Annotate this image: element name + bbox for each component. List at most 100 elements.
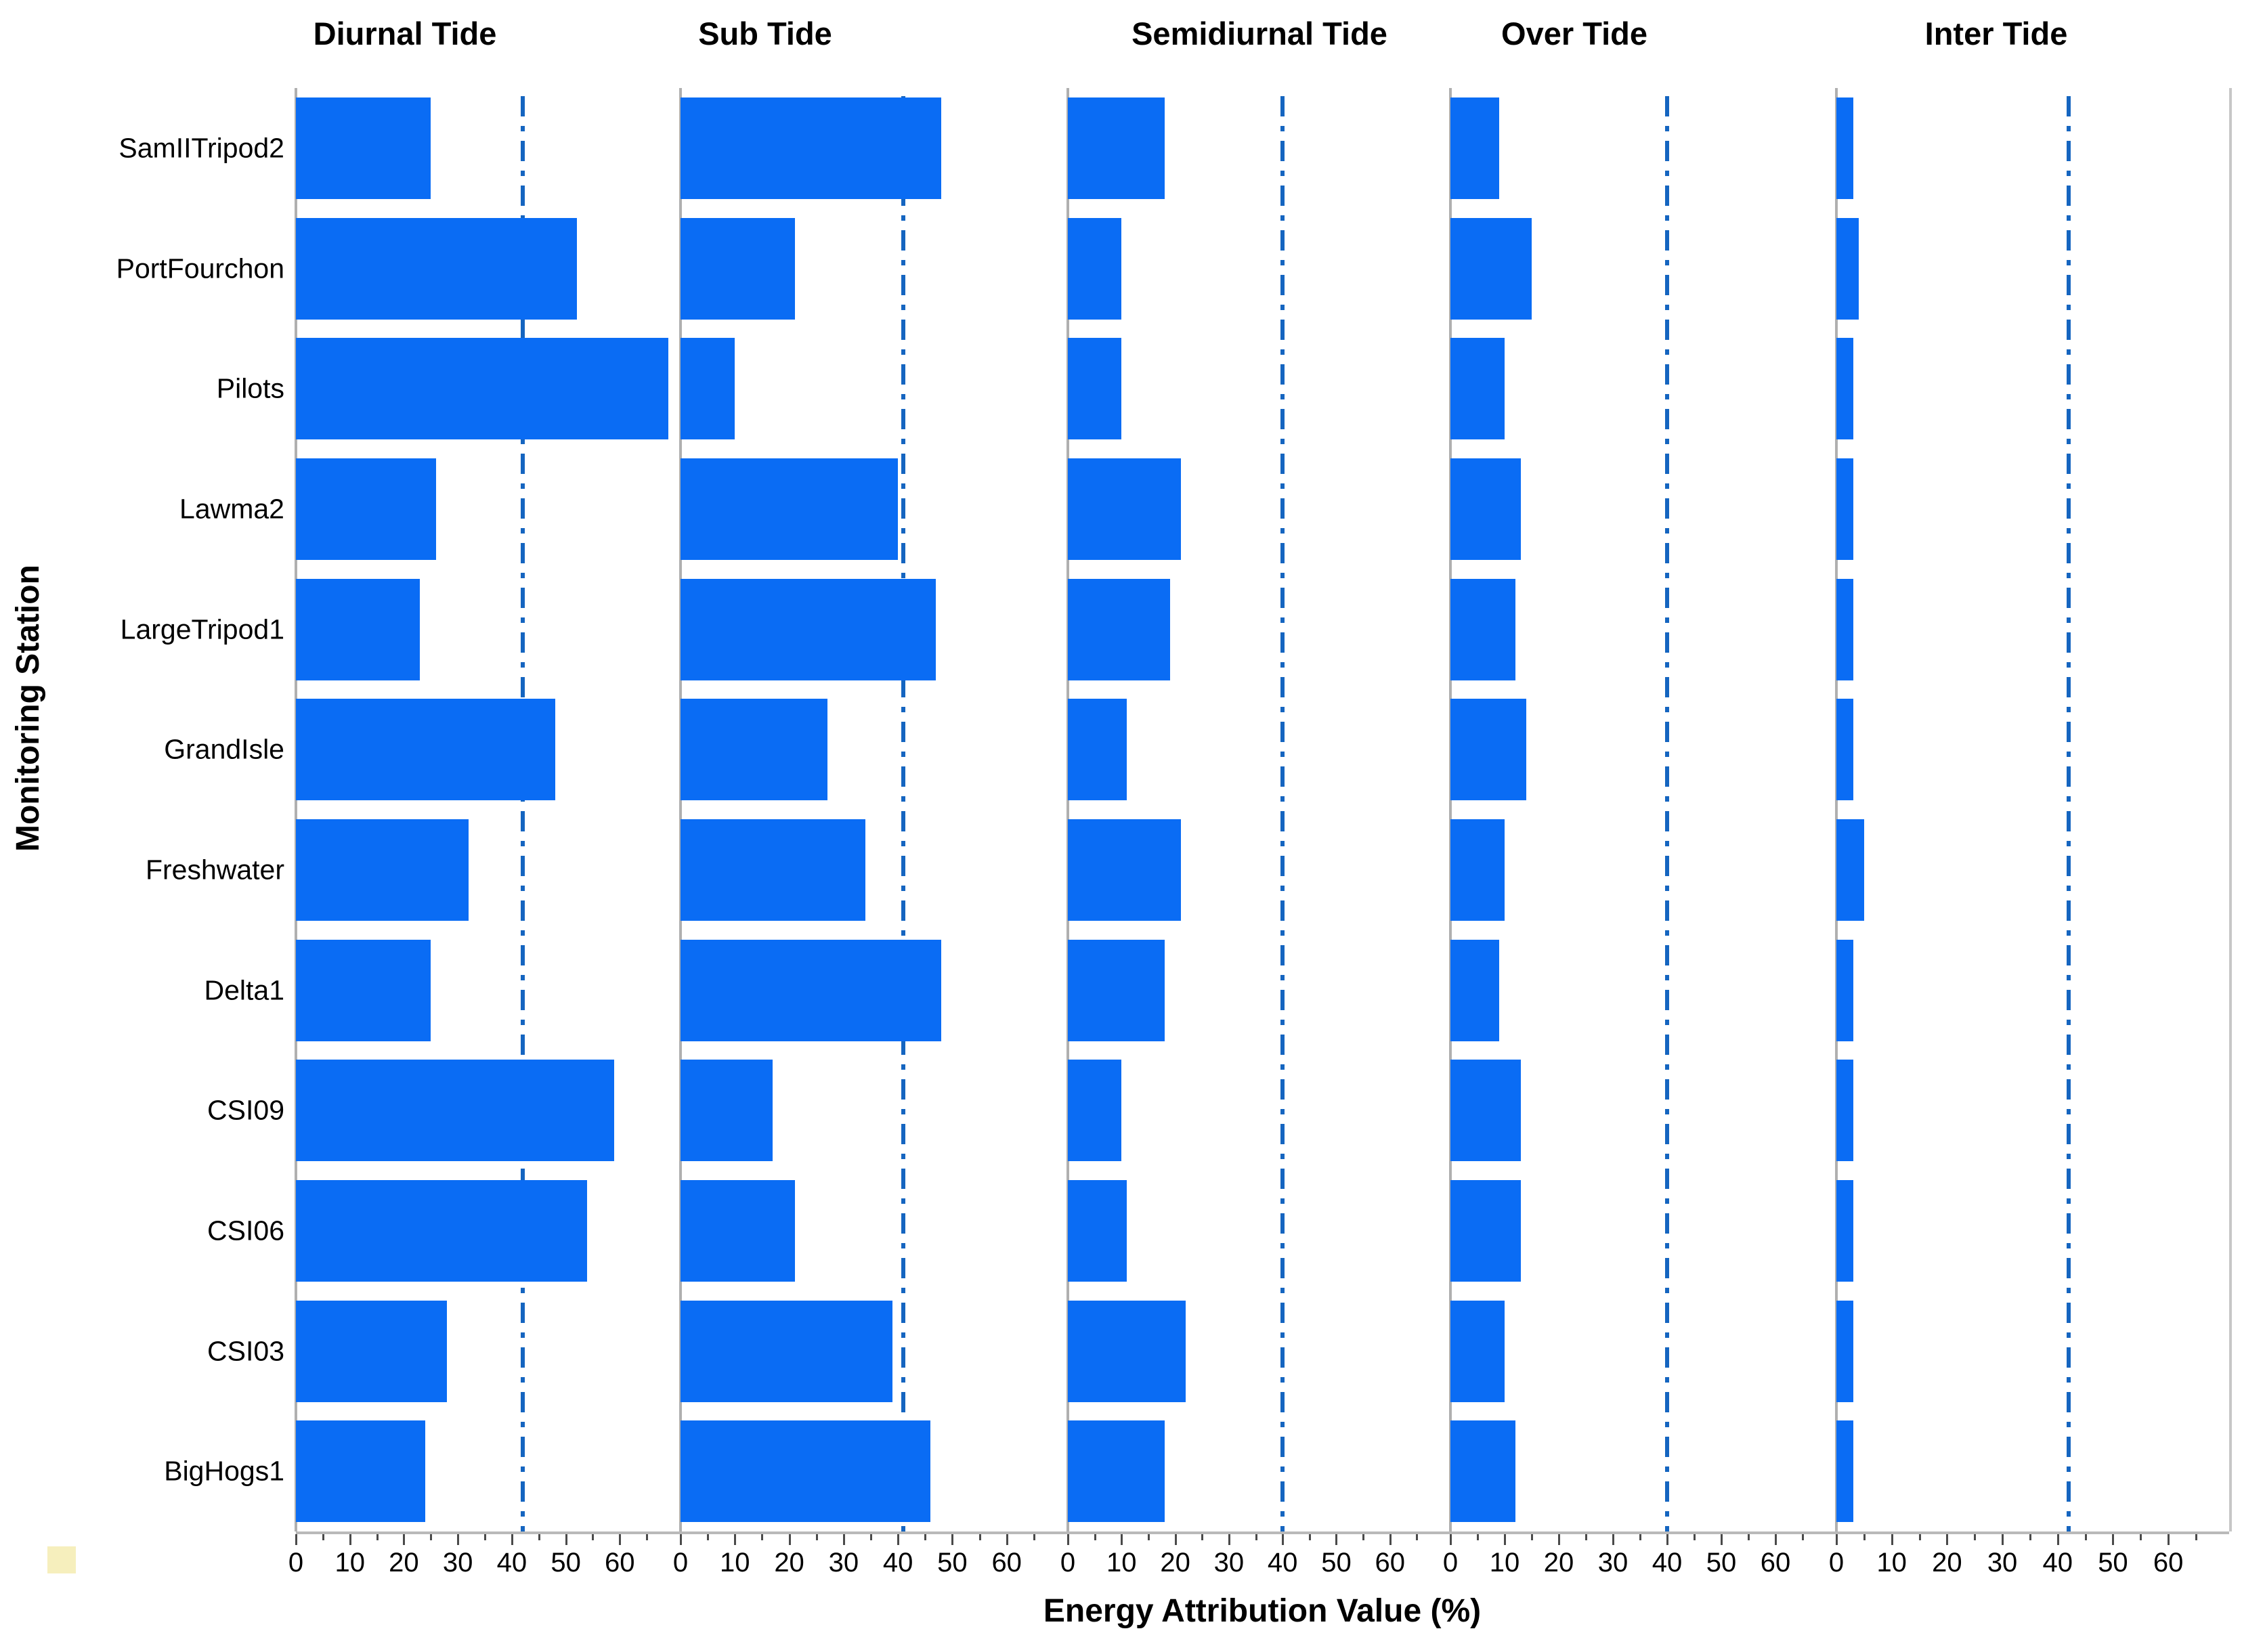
- minor-tick: [1863, 1534, 1866, 1540]
- x-tick-label: 0: [1442, 1548, 1459, 1578]
- bar: [1068, 97, 1165, 199]
- major-tick: [1891, 1534, 1893, 1545]
- x-tick-label: 10: [335, 1548, 365, 1578]
- x-tick-label: 40: [1267, 1548, 1298, 1578]
- bar: [296, 819, 469, 921]
- major-tick: [295, 1534, 297, 1545]
- bar: [296, 939, 431, 1041]
- bar: [681, 1420, 931, 1523]
- minor-tick: [646, 1534, 649, 1540]
- bar: [681, 578, 936, 680]
- minor-tick: [484, 1534, 486, 1540]
- bar: [681, 338, 735, 440]
- bar: [681, 97, 942, 199]
- major-tick: [619, 1534, 622, 1545]
- x-tick-label: 30: [1597, 1548, 1629, 1578]
- bar: [1836, 699, 1853, 801]
- bar: [296, 1300, 448, 1402]
- y-tick-label: LargeTripod1: [120, 613, 284, 645]
- minor-tick: [2195, 1534, 2197, 1540]
- reference-line: [520, 96, 525, 1531]
- bar: [681, 458, 899, 560]
- bar: [1450, 939, 1499, 1041]
- minor-tick: [538, 1534, 540, 1540]
- bar: [1450, 578, 1515, 680]
- bar: [1836, 1420, 1853, 1523]
- bar: [296, 699, 555, 801]
- x-tick-label: 50: [2098, 1548, 2128, 1578]
- bar: [681, 1060, 773, 1162]
- bar: [1450, 1179, 1521, 1282]
- x-tick-label: 20: [389, 1548, 419, 1578]
- x-tick-label: 30: [828, 1548, 859, 1578]
- minor-tick: [430, 1534, 433, 1540]
- x-tick-label: 20: [774, 1548, 804, 1578]
- major-tick: [1174, 1534, 1177, 1545]
- corner-marker: [47, 1546, 76, 1573]
- major-tick: [1946, 1534, 1949, 1545]
- major-tick: [1666, 1534, 1668, 1545]
- bar: [296, 1420, 426, 1523]
- y-tick-label: CSI03: [207, 1335, 284, 1366]
- major-tick: [2112, 1534, 2115, 1545]
- x-tick-label: 40: [2042, 1548, 2073, 1578]
- bar: [1068, 939, 1165, 1041]
- major-tick: [1558, 1534, 1560, 1545]
- x-tick-label: 10: [1106, 1548, 1137, 1578]
- minor-tick: [1585, 1534, 1587, 1540]
- minor-tick: [1201, 1534, 1204, 1540]
- minor-tick: [1974, 1534, 1977, 1540]
- bar: [296, 338, 669, 440]
- major-tick: [842, 1534, 845, 1545]
- bar: [1450, 699, 1526, 801]
- reference-line: [2067, 96, 2071, 1531]
- bar: [1836, 217, 1859, 320]
- reference-line: [901, 96, 906, 1531]
- bar: [1836, 1179, 1853, 1282]
- x-axis-title: Energy Attribution Value (%): [1043, 1593, 1482, 1629]
- x-tick-label: 10: [1876, 1548, 1907, 1578]
- x-tick-label: 20: [1932, 1548, 1962, 1578]
- bar: [296, 458, 437, 560]
- minor-tick: [1308, 1534, 1311, 1540]
- bar: [1836, 1300, 1853, 1402]
- major-tick: [1335, 1534, 1338, 1545]
- bar: [1450, 458, 1521, 560]
- x-tick-label: 60: [991, 1548, 1022, 1578]
- minor-tick: [1477, 1534, 1479, 1540]
- minor-tick: [376, 1534, 379, 1540]
- panel-title-semidiurnal-tide: Semidiurnal Tide: [1131, 16, 1387, 51]
- y-tick-label: GrandIsle: [164, 733, 284, 765]
- y-tick-label: Lawma2: [179, 493, 284, 525]
- bar: [1450, 97, 1499, 199]
- bar: [296, 1179, 588, 1282]
- major-tick: [1228, 1534, 1230, 1545]
- panel-title-diurnal-tide: Diurnal Tide: [313, 16, 497, 51]
- panel-title-inter-tide: Inter Tide: [1924, 16, 2068, 51]
- bar: [681, 217, 795, 320]
- minor-tick: [1033, 1534, 1035, 1540]
- minor-tick: [815, 1534, 818, 1540]
- bar: [1068, 1179, 1127, 1282]
- bar: [681, 939, 942, 1041]
- bar: [1836, 97, 1853, 199]
- y-tick-label: PortFourchon: [116, 253, 284, 284]
- y-tick-label: BigHogs1: [164, 1455, 284, 1487]
- panel-title-sub-tide: Sub Tide: [698, 16, 832, 51]
- minor-tick: [1531, 1534, 1533, 1540]
- minor-tick: [869, 1534, 872, 1540]
- bar: [681, 1300, 893, 1402]
- major-tick: [1836, 1534, 1838, 1545]
- x-tick-label: 20: [1543, 1548, 1574, 1578]
- major-tick: [349, 1534, 351, 1545]
- right-spine: [2229, 88, 2232, 1531]
- major-tick: [1006, 1534, 1008, 1545]
- minor-tick: [592, 1534, 595, 1540]
- y-tick-label: CSI09: [207, 1094, 284, 1126]
- x-tick-label: 60: [605, 1548, 635, 1578]
- major-tick: [2056, 1534, 2059, 1545]
- x-tick-label: 60: [1760, 1548, 1791, 1578]
- bar: [1068, 578, 1170, 680]
- bar: [1836, 338, 1853, 440]
